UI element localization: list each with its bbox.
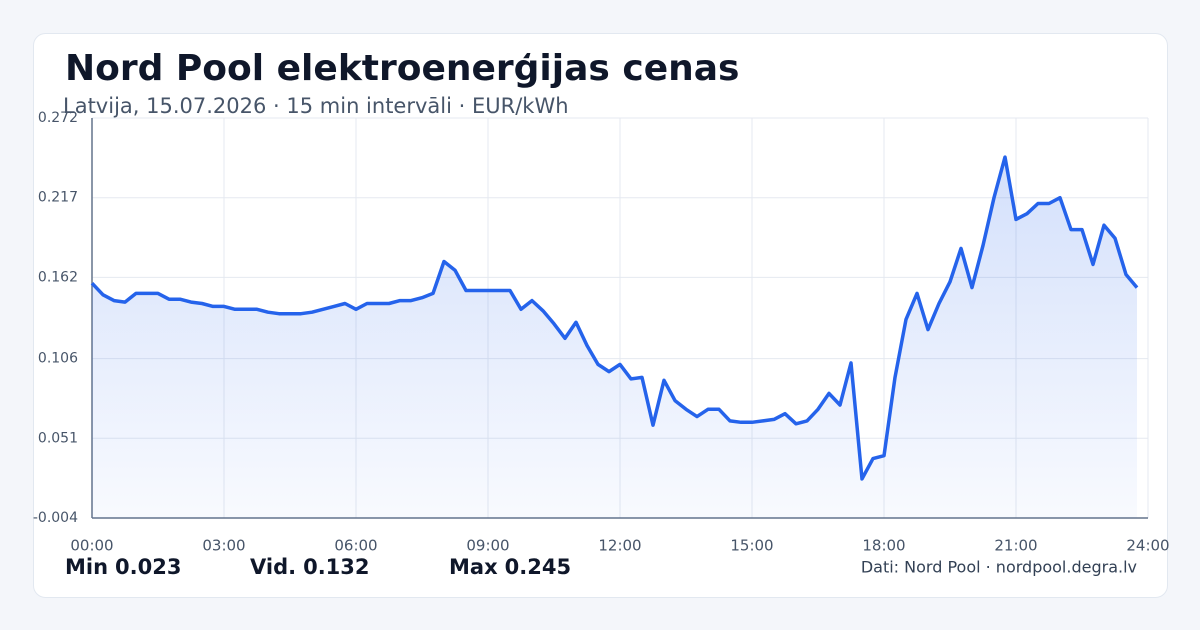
stat: Max 0.245 — [449, 555, 571, 579]
area — [92, 157, 1137, 518]
y-tick-label: 0.272 — [38, 110, 78, 126]
x-tick-label: 24:00 — [1126, 537, 1169, 555]
stat-label: Min — [65, 555, 108, 579]
stat: Min 0.023 — [65, 555, 181, 579]
chart-subtitle: Latvija, 15.07.2026 · 15 min intervāli ·… — [63, 94, 569, 118]
y-tick-label: 0.106 — [38, 351, 78, 367]
y-tick-label: 0.217 — [38, 190, 78, 206]
x-tick-label: 15:00 — [730, 537, 773, 555]
stat-label: Max — [449, 555, 498, 579]
x-tick-label: 12:00 — [598, 537, 641, 555]
y-tick-label: 0.162 — [38, 269, 78, 285]
line — [90, 155, 1139, 481]
x-tick-label: 09:00 — [466, 537, 509, 555]
x-tick-label: 21:00 — [994, 537, 1037, 555]
y-tick-label: 0.051 — [38, 430, 78, 446]
stat: Vid. 0.132 — [250, 555, 370, 579]
source: Dati: Nord Pool · nordpool.degra.lv — [861, 558, 1137, 577]
x-tick-label: 00:00 — [70, 537, 113, 555]
y-tick-label: -0.004 — [33, 510, 78, 526]
stat-label: Vid. — [250, 555, 296, 579]
chart-title: Nord Pool elektroenerģijas cenas — [65, 48, 739, 89]
stat-value: 0.245 — [505, 555, 571, 579]
stat-value: 0.132 — [303, 555, 369, 579]
stat-value: 0.023 — [115, 555, 181, 579]
x-tick-label: 18:00 — [862, 537, 905, 555]
x-tick-label: 06:00 — [334, 537, 377, 555]
x-tick-label: 03:00 — [202, 537, 245, 555]
